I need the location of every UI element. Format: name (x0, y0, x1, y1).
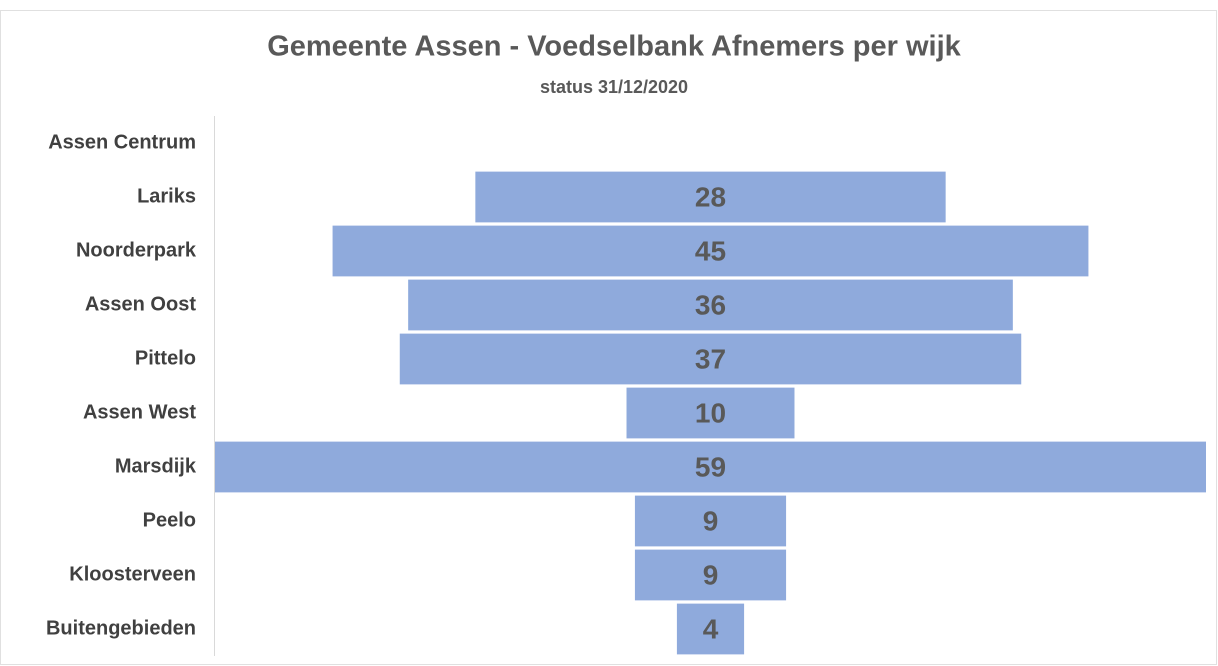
category-label: Assen Oost (85, 293, 196, 315)
data-label: 28 (695, 181, 726, 212)
data-label: 59 (695, 451, 726, 482)
data-label: 45 (695, 235, 726, 266)
bar (215, 441, 1206, 493)
bar (676, 603, 745, 655)
data-label: 4 (703, 613, 719, 644)
category-label: Pittelo (135, 347, 196, 369)
category-label: Noorderpark (76, 239, 197, 261)
bar (634, 495, 787, 547)
chart-subtitle: status 31/12/2020 (540, 77, 688, 97)
chart-title: Gemeente Assen - Voedselbank Afnemers pe… (267, 31, 961, 63)
category-label: Assen West (83, 401, 196, 423)
data-label: 36 (695, 289, 726, 320)
bar (399, 333, 1022, 385)
bar (626, 387, 795, 439)
bar (634, 549, 787, 601)
data-label: 9 (703, 559, 719, 590)
category-label: Lariks (137, 185, 196, 207)
category-label: Peelo (143, 509, 196, 531)
data-label: 37 (695, 343, 726, 374)
bar (408, 279, 1013, 331)
data-label: 10 (695, 397, 726, 428)
bar (475, 171, 946, 223)
category-label: Kloosterveen (69, 563, 196, 585)
bar (332, 225, 1089, 277)
category-label: Marsdijk (115, 455, 197, 477)
data-label: 9 (703, 505, 719, 536)
category-label: Buitengebieden (46, 617, 196, 639)
category-label: Assen Centrum (48, 131, 196, 153)
